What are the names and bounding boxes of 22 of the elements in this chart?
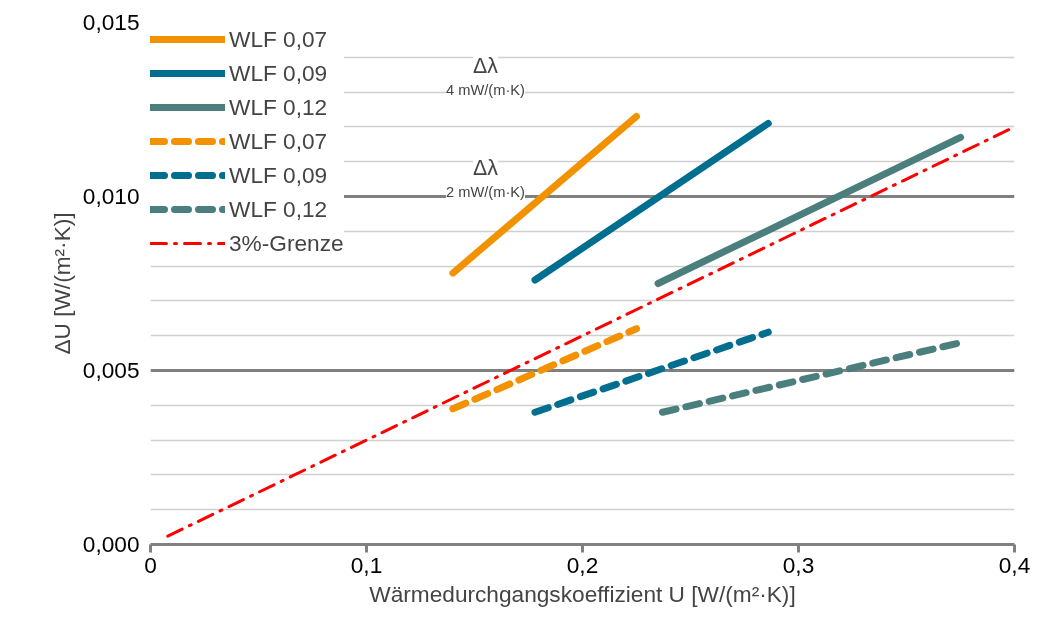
y-axis-title: ΔU [W/(m²·K)] [48,212,75,355]
annotation: Δλ [473,155,499,180]
y-tick-label: 0,015 [82,9,140,35]
legend-label: WLF 0,12 [229,194,328,224]
legend-label: 3%-Grenze [229,228,344,258]
legend-label: WLF 0,09 [229,58,328,88]
legend-label: WLF 0,07 [229,126,328,156]
x-axis-title: Wärmedurchgangskoeffizient U [W/(m²·K)] [369,580,796,607]
legend-label: WLF 0,09 [229,160,328,190]
x-tick-label: 0,1 [350,551,383,578]
annotation: 2 mW/(m·K) [446,183,525,200]
y-tick-label: 0,005 [82,357,140,383]
x-tick-label: 0,4 [998,551,1031,578]
y-tick-label: 0,000 [82,531,140,557]
legend-label: WLF 0,12 [229,92,328,122]
y-tick-label: 0,010 [82,183,140,209]
x-tick-label: 0,3 [782,551,815,578]
annotation: Δλ [473,53,499,78]
x-tick-label: 0,2 [566,551,599,578]
legend-label: WLF 0,07 [229,24,328,54]
x-tick-label: 0 [144,551,157,578]
annotation: 4 mW/(m·K) [446,81,525,98]
